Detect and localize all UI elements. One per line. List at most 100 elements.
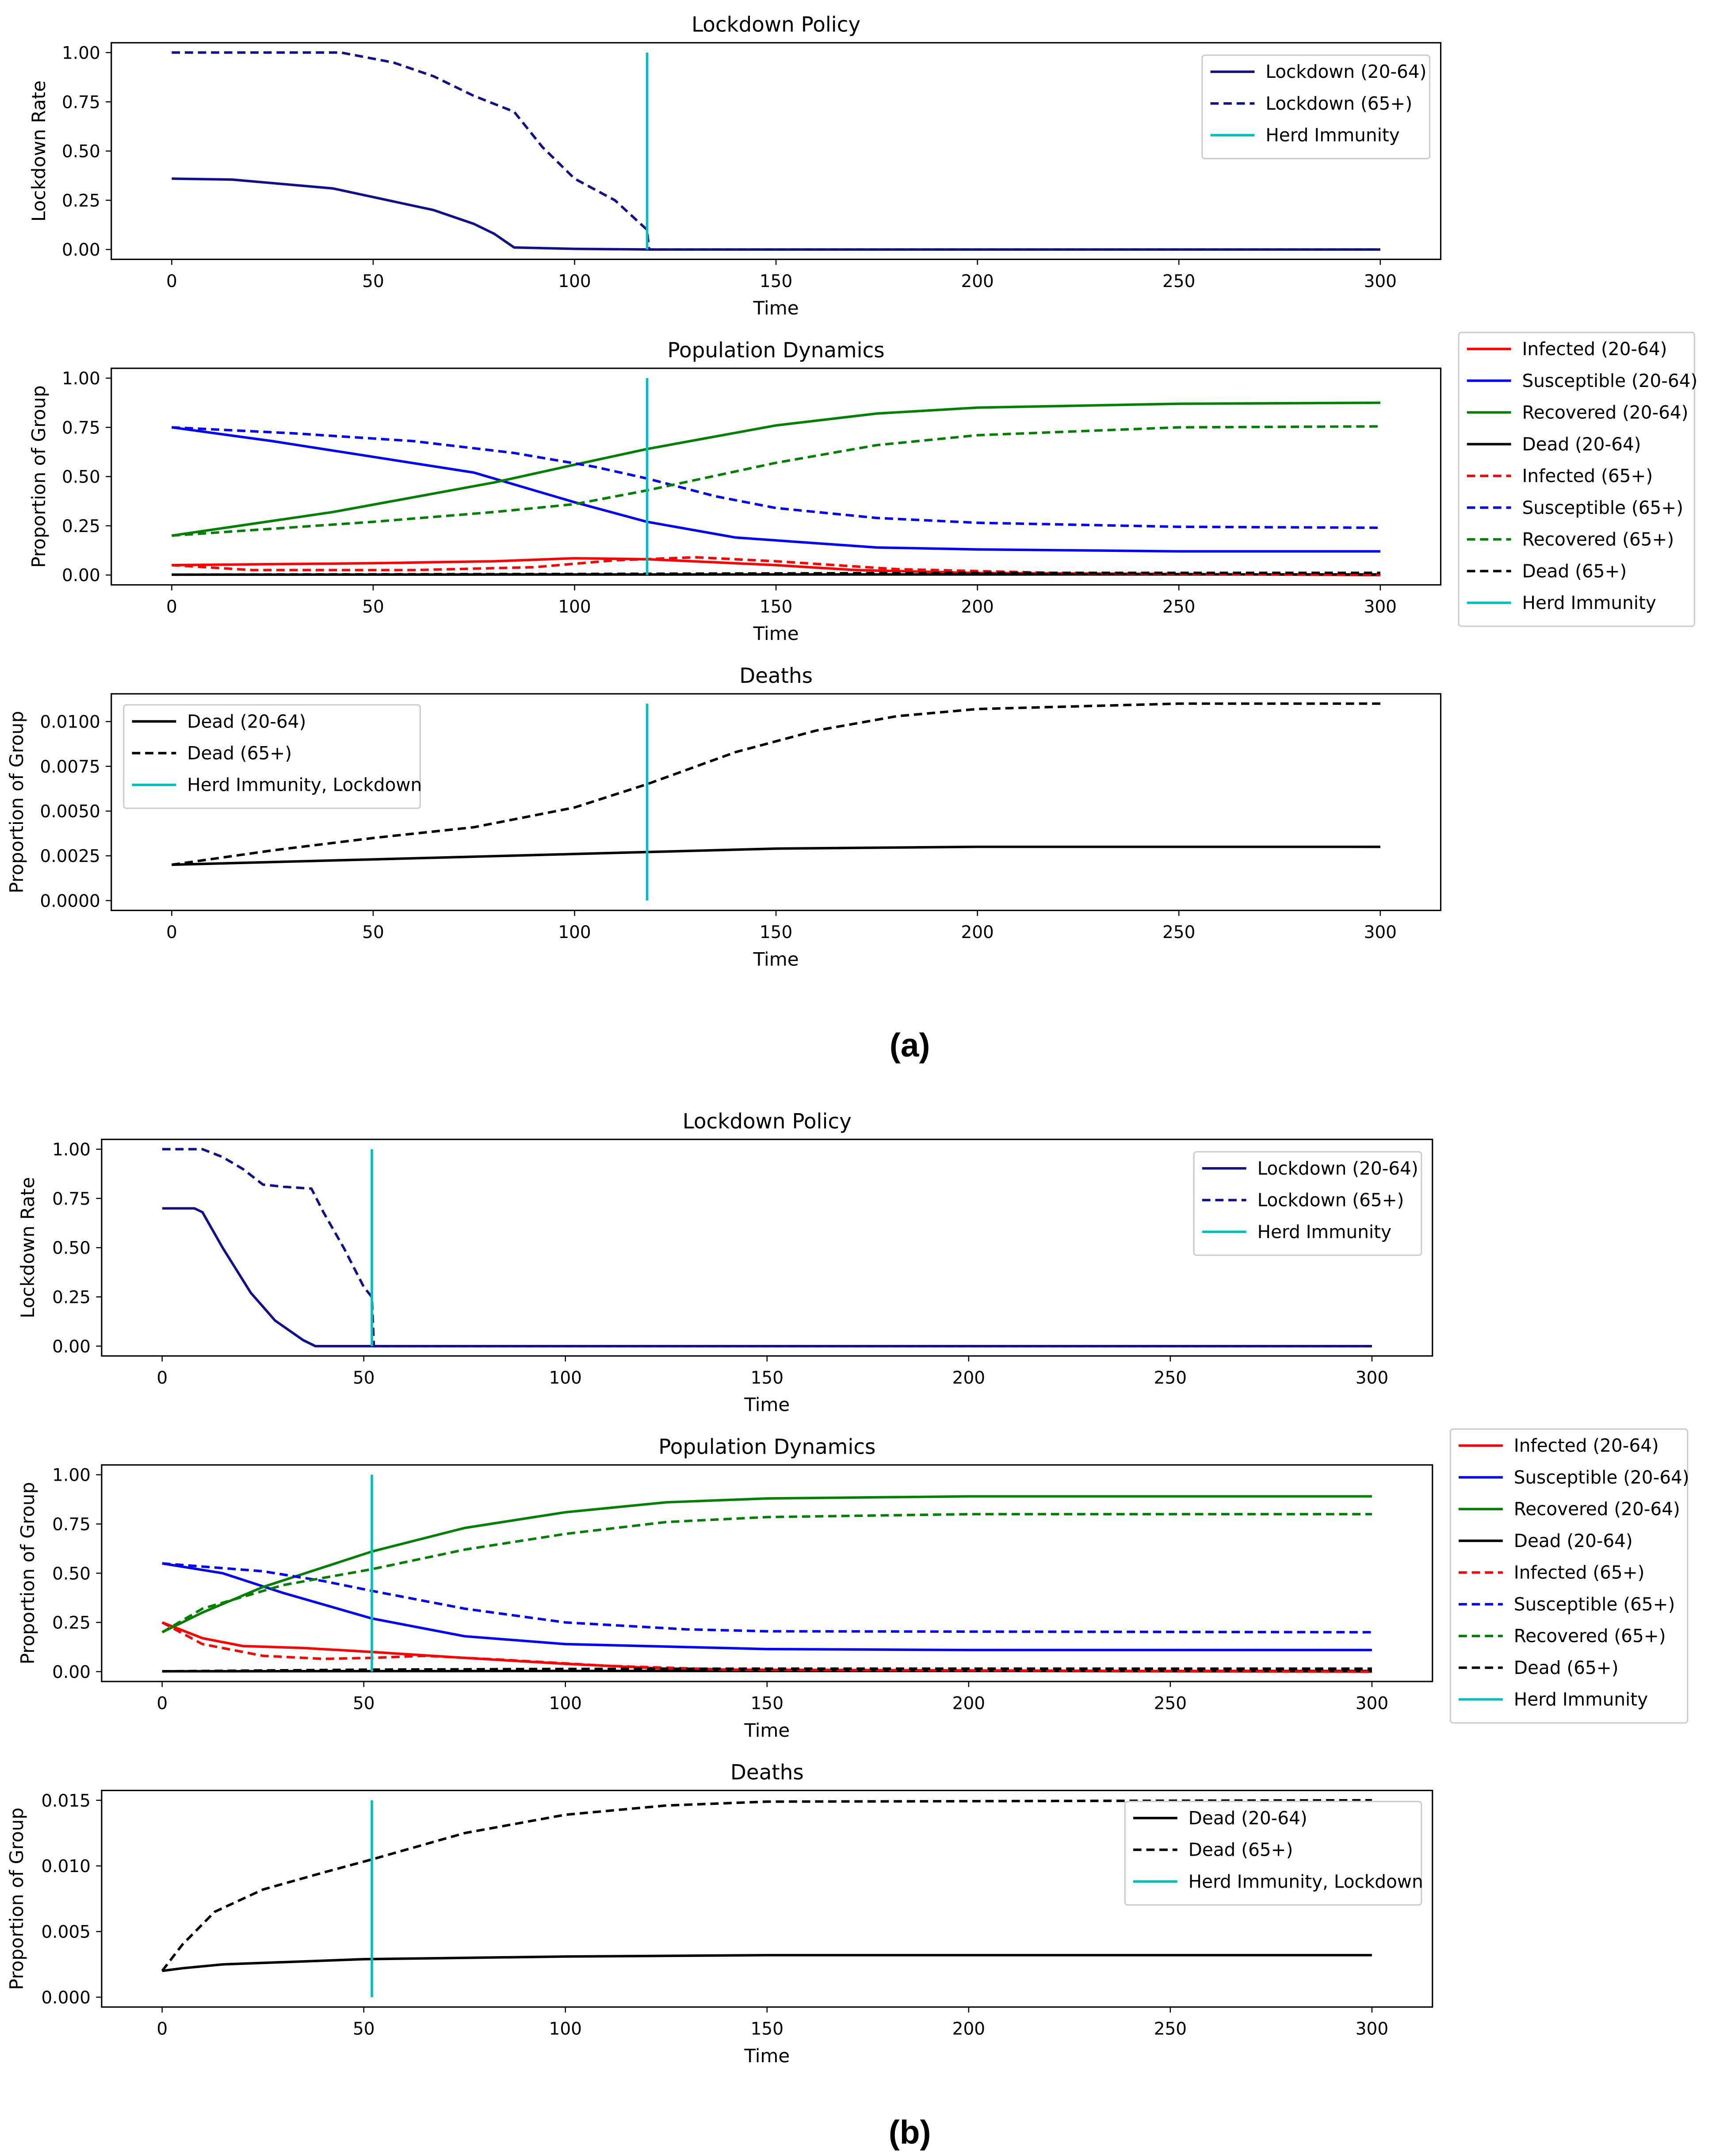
series-recovered-20-64-line: [171, 401, 1380, 537]
x-tick-label: 300: [1356, 2019, 1388, 2039]
y-tick-label: 0.000: [41, 1988, 91, 2008]
x-tick-label: 50: [362, 923, 384, 942]
x-tick-label: 150: [751, 1693, 783, 1713]
legend-label: Susceptible (65+): [1522, 497, 1683, 518]
chart-title: Deaths: [730, 1761, 804, 1785]
chart-0: Lockdown Policy 0 50 100 150 200 250 300 0.00 0.2…: [28, 13, 1442, 319]
y-tick-label: 0.25: [52, 1287, 91, 1307]
y-tick-label: 0.50: [62, 467, 100, 487]
y-axis-label: Proportion of Group: [17, 1482, 38, 1665]
axes-frame: [111, 693, 1442, 911]
legend-label: Infected (20-64): [1514, 1435, 1659, 1456]
series-dead-20-64-line: [172, 845, 1380, 866]
legend-box: [1449, 1428, 1689, 1724]
series-susceptible-20-64-line: [171, 426, 1380, 553]
y-tick-label: 0.75: [52, 1515, 91, 1535]
y-tick-label: 0.0100: [40, 712, 100, 732]
legend-label: Herd Immunity: [1514, 1689, 1648, 1710]
legend-label: Susceptible (20-64): [1522, 370, 1697, 391]
x-tick-label: 150: [751, 1368, 783, 1388]
legend-box: [1201, 54, 1431, 160]
legend-label: Herd Immunity, Lockdown: [187, 774, 422, 796]
y-tick-label: 0.25: [52, 1613, 91, 1633]
x-tick-label: 100: [558, 923, 591, 942]
legend: Lockdown (20-64) Lockdown (65+) Herd Immun…: [1193, 1151, 1422, 1256]
x-axis-label: Time: [744, 1719, 790, 1741]
series-dead-20-64-line: [162, 1954, 1372, 1972]
y-tick-label: 0.015: [41, 1791, 91, 1811]
x-tick-label: 200: [961, 923, 994, 942]
x-tick-label: 50: [362, 272, 384, 291]
x-tick-label: 300: [1356, 1693, 1388, 1713]
y-tick-label: 1.00: [52, 1140, 91, 1160]
axes-frame: [101, 1138, 1433, 1357]
legend-label: Dead (65+): [1522, 560, 1627, 582]
chart-3: Lockdown Policy 0 50 100 150 200 250 300 0.00 0.2…: [17, 1110, 1433, 1416]
series-infected-65-line: [172, 556, 1380, 577]
series-susceptible-20-64-line: [162, 1562, 1372, 1651]
axes-frame: [111, 42, 1442, 260]
y-tick-label: 0.75: [52, 1189, 91, 1209]
legend: Dead (20-64) Dead (65+) Herd Immunity, Loc…: [123, 704, 422, 809]
x-tick-label: 200: [952, 2019, 985, 2039]
x-tick-label: 50: [353, 1368, 375, 1388]
y-tick-label: 0.0050: [40, 802, 100, 822]
panel-label-a: (a): [890, 1026, 930, 1064]
series-dead-65-line: [172, 571, 1380, 576]
y-tick-label: 0.50: [52, 1238, 91, 1258]
y-tick-label: 0.75: [62, 418, 100, 438]
legend-label: Dead (20-64): [187, 711, 306, 732]
y-tick-label: 0.010: [41, 1857, 91, 1876]
legend-label: Dead (20-64): [1514, 1530, 1633, 1551]
series-infected-20-64-line: [161, 1621, 1372, 1673]
y-axis-label: Lockdown Rate: [28, 80, 50, 222]
chart-title: Lockdown Policy: [692, 13, 860, 37]
x-tick-label: 200: [952, 1368, 985, 1388]
chart-title: Lockdown Policy: [683, 1110, 852, 1134]
legend: Infected (20-64) Susceptible (20-64) Recov…: [1458, 332, 1697, 627]
x-tick-label: 0: [157, 2019, 168, 2039]
y-tick-label: 0.00: [62, 240, 100, 260]
legend-label: Lockdown (20-64): [1265, 61, 1426, 82]
x-tick-label: 50: [362, 597, 384, 617]
y-axis-label: Proportion of Group: [28, 385, 50, 568]
x-tick-label: 250: [1162, 272, 1195, 291]
series-lockdown-20-64-line: [172, 177, 1380, 251]
x-tick-label: 150: [760, 597, 792, 617]
y-tick-label: 0.00: [52, 1662, 91, 1682]
x-tick-label: 150: [760, 923, 792, 942]
x-axis-label: Time: [744, 2045, 790, 2067]
x-tick-label: 250: [1154, 2019, 1187, 2039]
series-susceptible-65-line: [162, 1562, 1372, 1634]
y-tick-label: 0.75: [62, 92, 100, 112]
series-lockdown-65-line: [172, 51, 1380, 251]
y-tick-label: 0.25: [62, 517, 100, 536]
series-recovered-65-line: [161, 1513, 1372, 1634]
axes-frame: [101, 1464, 1433, 1682]
y-tick-label: 0.00: [62, 566, 100, 586]
x-tick-label: 250: [1162, 923, 1195, 942]
legend-label: Herd Immunity: [1522, 592, 1656, 613]
x-tick-label: 300: [1364, 272, 1397, 291]
x-tick-label: 200: [952, 1693, 985, 1713]
y-tick-label: 0.005: [41, 1922, 91, 1942]
x-tick-label: 250: [1162, 597, 1195, 617]
legend-label: Lockdown (20-64): [1257, 1158, 1418, 1179]
legend-label: Infected (65+): [1522, 465, 1653, 486]
chart-2: Deaths 0 50 100 150 200 250 300 0.0000 0.0025 0.00…: [6, 664, 1442, 970]
x-axis-label: Time: [744, 1394, 790, 1416]
legend-label: Lockdown (65+): [1257, 1190, 1404, 1211]
legend-label: Recovered (20-64): [1522, 402, 1688, 423]
series-dead-65-line: [161, 1799, 1372, 1972]
x-tick-label: 100: [558, 597, 591, 617]
panel-label-b: (b): [889, 2114, 931, 2151]
y-tick-label: 0.50: [52, 1564, 91, 1584]
legend-label: Susceptible (20-64): [1514, 1467, 1689, 1488]
y-tick-label: 0.0000: [40, 891, 100, 911]
legend-label: Herd Immunity, Lockdown: [1188, 1871, 1423, 1892]
y-tick-label: 0.25: [62, 191, 100, 211]
x-tick-label: 50: [353, 2019, 375, 2039]
x-tick-label: 100: [549, 2019, 582, 2039]
x-tick-label: 0: [166, 597, 177, 617]
